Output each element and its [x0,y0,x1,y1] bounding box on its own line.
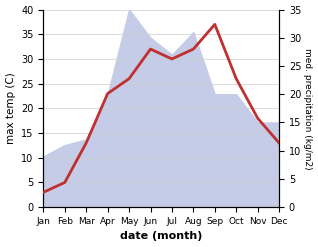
Y-axis label: max temp (C): max temp (C) [5,72,16,144]
Y-axis label: med. precipitation (kg/m2): med. precipitation (kg/m2) [303,48,313,169]
X-axis label: date (month): date (month) [120,231,203,242]
